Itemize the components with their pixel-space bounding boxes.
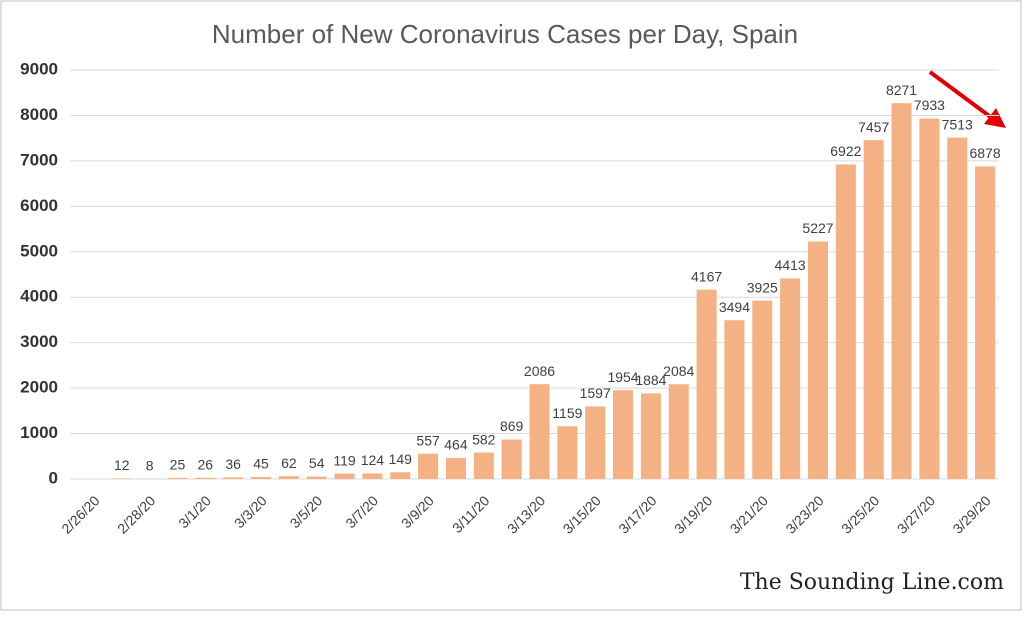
- value-label: 2086: [524, 363, 555, 379]
- bar: [585, 406, 605, 479]
- value-label: 8: [146, 457, 154, 473]
- y-tick-label: 9000: [20, 59, 58, 78]
- value-label: 45: [253, 456, 269, 472]
- bar: [307, 477, 327, 479]
- bar: [808, 241, 828, 479]
- bar: [836, 164, 856, 479]
- value-label: 124: [361, 452, 385, 468]
- bar: [752, 301, 772, 479]
- bar: [167, 478, 187, 479]
- value-label: 26: [198, 457, 214, 473]
- y-tick-label: 8000: [20, 105, 58, 124]
- y-tick-label: 0: [49, 468, 58, 487]
- value-label: 1159: [552, 405, 582, 421]
- y-tick-label: 5000: [20, 241, 58, 260]
- bar: [724, 320, 744, 479]
- bar: [529, 384, 549, 479]
- y-tick-label: 6000: [20, 196, 58, 215]
- bar: [641, 393, 661, 479]
- value-label: 6922: [830, 143, 861, 159]
- bar: [362, 473, 382, 479]
- bar: [919, 118, 939, 479]
- bar: [446, 458, 466, 479]
- bar: [613, 390, 633, 479]
- bar: [892, 103, 912, 479]
- bar: [669, 384, 689, 479]
- value-label: 54: [309, 455, 325, 471]
- value-label: 1884: [635, 372, 666, 388]
- value-label: 8271: [886, 82, 917, 98]
- y-tick-label: 2000: [20, 378, 58, 397]
- bar: [864, 140, 884, 479]
- value-label: 3494: [719, 299, 750, 315]
- bar: [975, 166, 995, 479]
- bar: [697, 290, 717, 479]
- value-label: 1597: [580, 385, 611, 401]
- bar: [390, 472, 410, 479]
- bar: [223, 477, 243, 479]
- value-label: 2084: [663, 363, 694, 379]
- value-label: 1954: [607, 369, 638, 385]
- bar: [195, 478, 215, 479]
- value-label: 25: [170, 457, 186, 473]
- y-tick-label: 4000: [20, 287, 58, 306]
- bar: [502, 440, 522, 479]
- value-label: 7457: [858, 119, 889, 135]
- bar: [112, 478, 132, 479]
- value-label: 62: [281, 455, 297, 471]
- bar: [418, 454, 438, 479]
- bar: [557, 426, 577, 479]
- value-label: 3925: [747, 279, 778, 295]
- value-label: 5227: [802, 220, 833, 236]
- bar: [947, 138, 967, 479]
- y-tick-label: 7000: [20, 150, 58, 169]
- value-label: 4167: [691, 268, 722, 284]
- value-label: 4413: [775, 257, 806, 273]
- value-label: 36: [225, 456, 241, 472]
- bar: [780, 278, 800, 479]
- y-tick-label: 1000: [20, 423, 58, 442]
- bar: [251, 477, 271, 479]
- value-label: 6878: [969, 145, 1000, 161]
- y-tick-label: 3000: [20, 332, 58, 351]
- value-label: 869: [500, 418, 524, 434]
- value-label: 12: [114, 457, 130, 473]
- value-label: 149: [389, 451, 413, 467]
- value-label: 7513: [942, 116, 973, 132]
- chart-title: Number of New Coronavirus Cases per Day,…: [212, 19, 798, 49]
- value-label: 119: [333, 452, 356, 468]
- value-label: 582: [472, 431, 496, 447]
- value-label: 557: [416, 432, 440, 448]
- value-label: 7933: [914, 97, 945, 113]
- bar: [279, 476, 299, 479]
- watermark: The Sounding Line.com: [740, 570, 1004, 595]
- bar: [335, 474, 355, 479]
- value-label: 464: [444, 437, 468, 453]
- bar: [474, 453, 494, 479]
